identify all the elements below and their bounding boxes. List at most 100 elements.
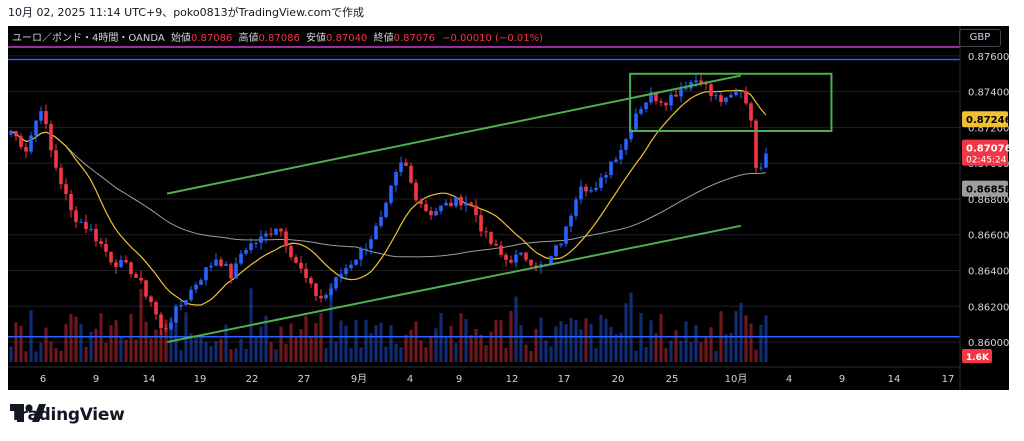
volume-bar [504,348,508,362]
volume-bar [344,325,348,362]
volume-bar [564,324,568,362]
candle-body [49,124,53,151]
time-tick-label: 10月 [725,373,748,385]
volume-bar [59,350,63,362]
volume-bar [674,330,678,362]
currency-button[interactable]: GBP [959,29,1001,47]
candle-body [594,187,598,191]
time-tick-label: 9 [93,374,99,385]
volume-bar [554,326,558,362]
candle-body [729,95,733,98]
volume-bar [649,320,653,362]
volume-bar [569,317,573,362]
candle-body [244,250,248,254]
candle-body [359,248,363,260]
volume-bar [324,348,328,362]
candle-body [584,186,588,192]
volume-bar [369,333,373,362]
candle-body [699,80,703,84]
price-tick-label: 0.86200 [968,302,1009,313]
volume-bar [419,340,423,362]
volume-bar [444,337,448,362]
time-tick-label: 17 [942,374,955,385]
candle-body [74,210,78,222]
candle-body [649,92,653,103]
candle-body [354,259,358,265]
volume-bar [174,324,178,362]
volume-bar [39,342,43,362]
candle-body [179,304,183,307]
volume-tag: 1.6K [966,353,990,363]
candle-body [424,204,428,211]
volume-bar [274,349,278,362]
candle-body [714,95,718,97]
volume-bar [579,329,583,362]
countdown-label: 02:45:24 [966,156,1007,166]
time-tick-label: 14 [143,374,156,385]
candle-body [154,302,158,315]
volume-bar [659,313,663,362]
candle-body [414,182,418,201]
volume-bar [259,326,263,362]
volume-bar [119,336,123,362]
candle-body [654,92,658,102]
candle-body [194,284,198,290]
volume-bar [399,347,403,362]
volume-bar [439,312,443,362]
candle-body [379,216,383,226]
candle-body [64,184,68,194]
candle-body [759,167,763,169]
candle-body [624,139,628,150]
candle-body [374,225,378,240]
candle-body [249,243,253,251]
volume-bar [189,333,193,362]
candle-body [684,88,688,90]
volume-bar [529,351,533,362]
candle-body [564,226,568,244]
candle-body [394,171,398,186]
channel-upper-line [166,74,742,195]
time-tick-label: 14 [888,374,901,385]
volume-bar [129,314,133,362]
high-value: 0.87086 [258,33,300,44]
volume-bar [74,316,78,362]
volume-bar [679,340,683,362]
volume-bar [334,341,338,362]
volume-bar [104,342,108,362]
volume-bar [764,315,768,362]
volume-bar [144,321,148,362]
price-tick-label: 0.87200 [968,123,1009,134]
volume-bar [69,314,73,362]
candle-body [264,233,268,237]
volume-bar [424,347,428,362]
ma-fast-price-tag: 0.87246 [966,115,1009,126]
candle-body [29,135,33,152]
volume-bar [114,320,118,362]
candle-body [314,283,318,296]
volume-bar [379,322,383,362]
chart-area[interactable]: ユーロ／ポンド・4時間・OANDA 始値0.87086 高値0.87086 安値… [8,26,1009,390]
volume-bar [229,349,233,362]
candle-body [764,153,768,168]
volume-bar [239,338,243,362]
volume-bar [269,342,273,362]
volume-bar [519,324,523,362]
volume-bar [744,315,748,362]
volume-bar [604,319,608,362]
candle-body [704,83,708,85]
volume-bar [494,319,498,362]
candle-body [589,190,593,192]
candle-body [454,196,458,207]
candle-body [614,159,618,162]
candle-body [749,103,753,121]
volume-bar [589,323,593,362]
volume-bar [289,323,293,362]
time-tick-label: 22 [246,374,259,385]
volume-bar [134,339,138,362]
candle-body [444,202,448,206]
volume-bar [219,338,223,362]
volume-bar [469,335,473,362]
time-tick-label: 20 [612,374,625,385]
candle-body [14,131,18,137]
volume-bar [314,322,318,362]
